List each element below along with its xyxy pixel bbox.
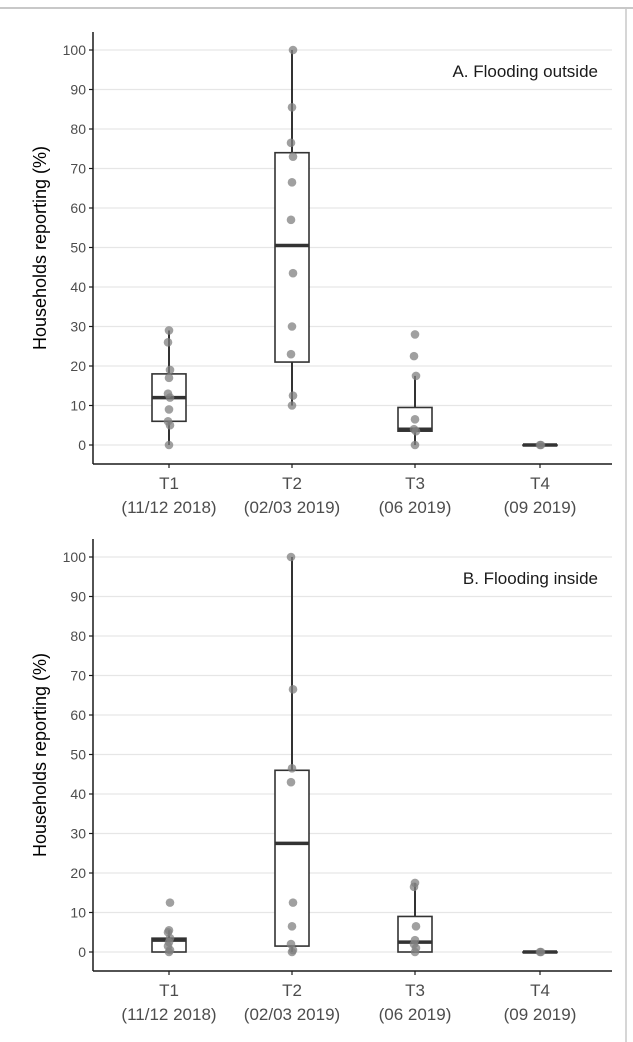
x-tick-label-date: (11/12 2018) [121,498,216,517]
data-point [286,349,296,359]
y-tick-label: 80 [70,121,86,137]
x-tick-label-code: T2 [282,474,302,493]
data-point [410,878,420,888]
x-tick-label-code: T3 [405,474,425,493]
y-tick-label: 10 [70,905,86,921]
data-point [288,152,298,161]
data-point [164,925,174,935]
data-point [163,389,173,398]
data-point [286,939,296,949]
data-point [164,373,174,383]
data-point [288,685,298,694]
data-point [286,215,296,225]
data-point [411,922,421,931]
x-tick-label-date: (09 2019) [504,1005,577,1024]
data-point [164,440,174,450]
data-point [288,898,298,907]
y-tick-label: 0 [78,437,86,453]
panel-a: 0 10 20 30 40 50 60 70 80 90 100 Households reporti… [30,32,612,517]
y-tick-label: 70 [70,161,86,177]
panel-title: B. Flooding inside [463,569,598,588]
y-tick-label: 60 [70,707,86,723]
data-point [286,138,296,148]
y-tick-label: 90 [70,82,86,98]
x-tick-label-code: T2 [282,981,302,1000]
data-point [409,424,419,434]
data-point [286,552,296,562]
y-tick-label: 100 [63,549,87,565]
y-tick-label: 70 [70,668,86,684]
data-point [288,391,298,400]
y-tick-label: 30 [70,826,86,842]
data-point [165,365,175,375]
x-tick-label-date: (06 2019) [379,1005,452,1024]
y-tick-label: 60 [70,200,86,216]
data-point [410,415,420,424]
data-point [288,45,298,55]
x-tick-label-date: (02/03 2019) [244,1005,340,1024]
box-iqr [274,769,310,947]
data-point [410,330,420,339]
data-point [287,102,297,112]
data-point [287,764,297,773]
data-point [409,351,419,361]
data-point [286,777,296,787]
x-tick-label-code: T1 [159,474,179,493]
data-point [287,922,297,931]
data-point [288,268,298,278]
data-point [287,178,297,187]
x-tick-label-code: T4 [530,474,550,493]
y-tick-label: 40 [70,279,86,295]
y-tick-label: 90 [70,589,86,605]
y-tick-label: 100 [63,42,87,58]
data-point [164,405,174,414]
x-tick-label-date: (06 2019) [379,498,452,517]
x-tick-label-date: (09 2019) [504,498,577,517]
data-point [536,440,546,450]
x-tick-label-date: (02/03 2019) [244,498,340,517]
data-point [163,417,173,426]
x-tick-label-code: T3 [405,981,425,1000]
y-tick-label: 10 [70,398,86,414]
data-point [287,322,297,331]
data-point [536,947,546,957]
box-t2 [274,557,310,952]
x-tick-label-code: T1 [159,981,179,1000]
y-tick-label: 50 [70,240,86,256]
y-tick-label: 40 [70,786,86,802]
panel-title: A. Flooding outside [452,62,598,81]
data-point [410,935,420,945]
y-tick-label: 20 [70,358,86,374]
y-axis-title: Households reporting (%) [30,653,50,857]
panel-b: 0 10 20 30 40 50 60 70 80 90 100 Households reporti… [30,539,612,1024]
y-tick-label: 0 [78,944,86,960]
x-tick-label-code: T4 [530,981,550,1000]
y-axis-title: Households reporting (%) [30,146,50,350]
data-point [287,401,297,410]
data-point [164,326,174,335]
y-tick-label: 50 [70,747,86,763]
y-tick-label: 20 [70,865,86,881]
data-point [411,371,421,381]
data-point [163,338,173,347]
y-tick-label: 80 [70,628,86,644]
x-tick-label-date: (11/12 2018) [121,1005,216,1024]
data-point [165,898,175,907]
data-point [410,440,420,450]
y-tick-label: 30 [70,319,86,335]
